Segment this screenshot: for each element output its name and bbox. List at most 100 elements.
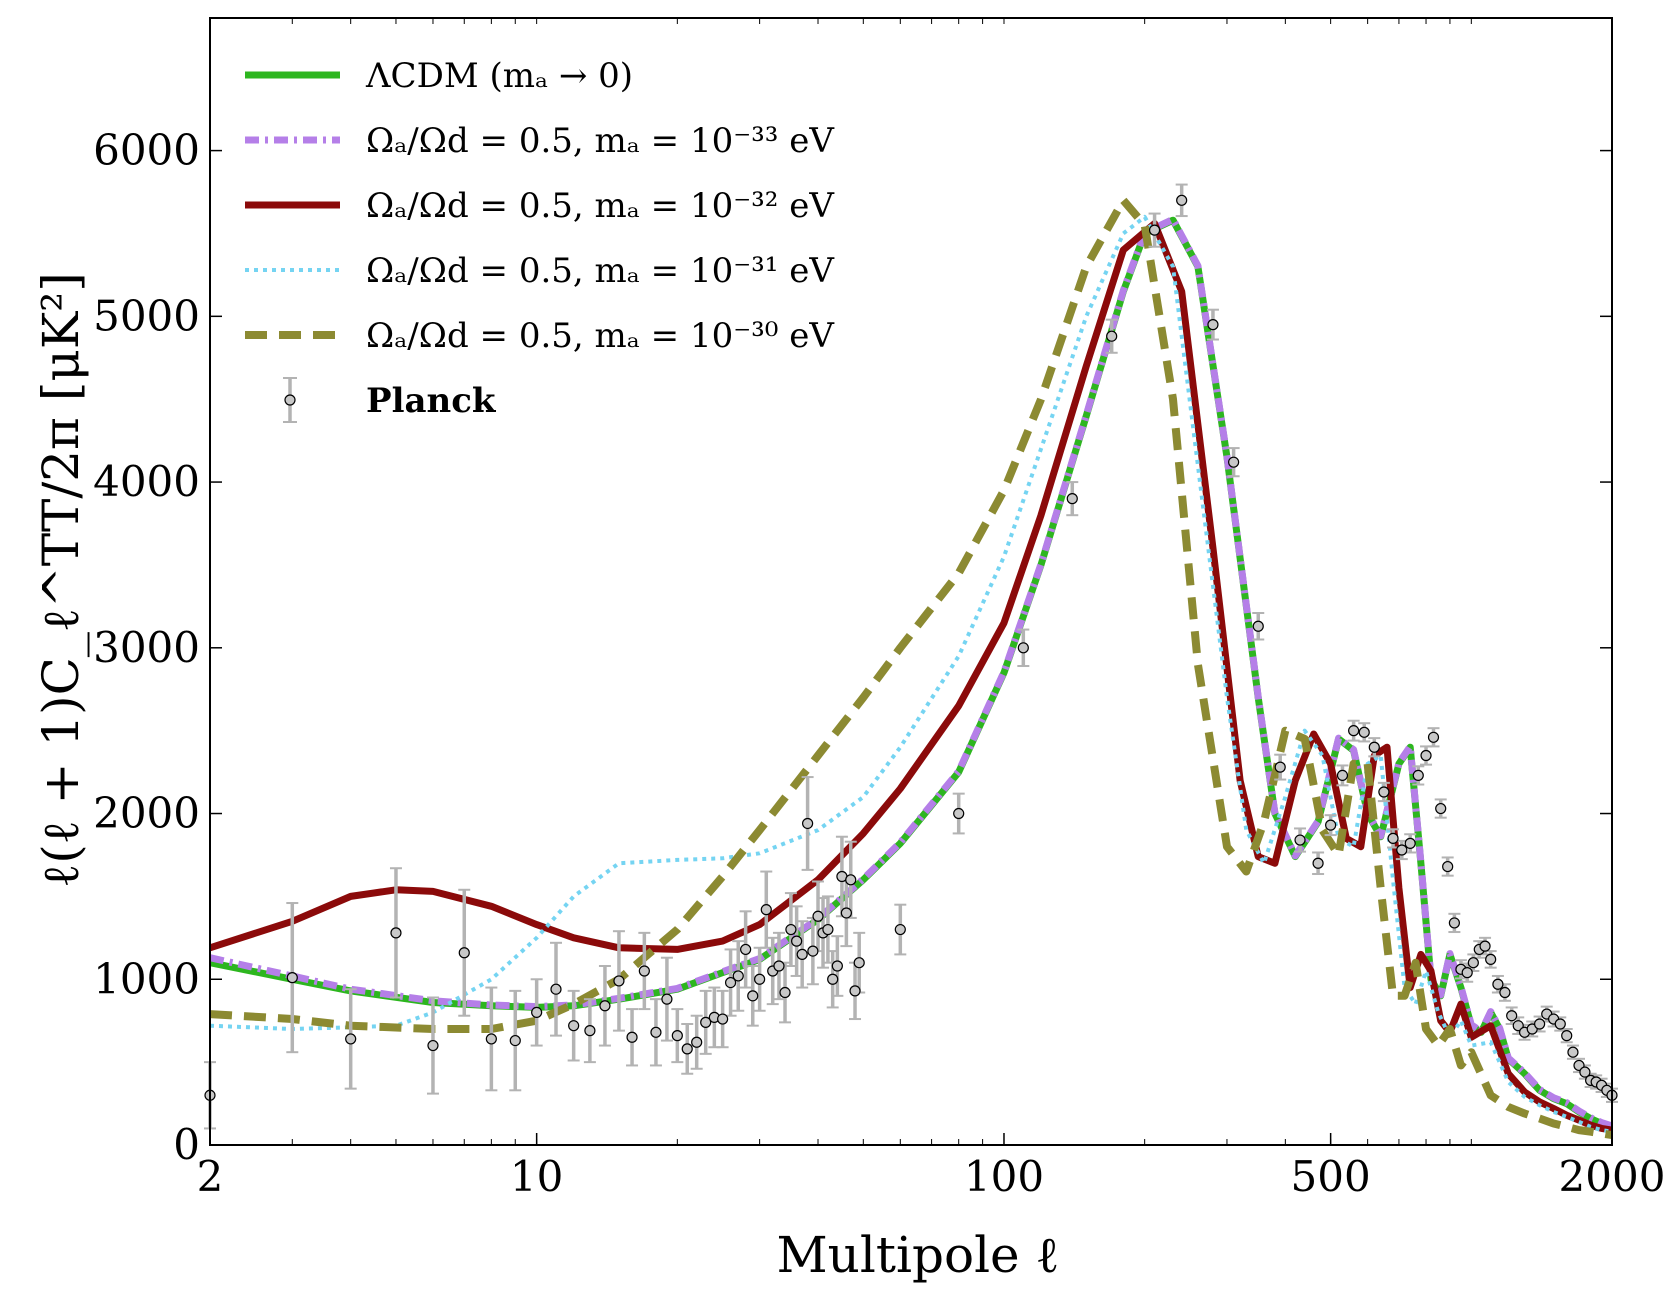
planck-marker — [1442, 860, 1454, 873]
plot-frame — [209, 17, 1613, 1146]
planck-marker — [822, 923, 834, 936]
legend-label: Planck — [366, 381, 497, 421]
planck-marker — [1017, 642, 1029, 654]
planck-marker — [286, 972, 298, 984]
planck-marker — [845, 874, 857, 886]
planck-marker — [1435, 802, 1447, 815]
legend-entry: Ωₐ/Ωd = 0.5, mₐ = 10⁻³⁰ eV — [245, 316, 835, 356]
planck-marker — [1534, 1018, 1546, 1030]
planck-marker — [1512, 1020, 1524, 1032]
series-line-4 — [209, 196, 1613, 1140]
planck-marker — [747, 990, 759, 1002]
legend-swatch-marker — [284, 394, 296, 406]
y-axis-title: ℓ(ℓ + 1)C_ℓ^TT/2π [μK²] — [32, 272, 90, 887]
planck-marker — [760, 904, 772, 916]
planck-marker — [754, 973, 766, 985]
legend-entry: Planck — [283, 377, 497, 423]
legend-label: Ωₐ/Ωd = 0.5, mₐ = 10⁻³⁰ eV — [366, 316, 835, 356]
planck-marker — [796, 948, 808, 961]
planck-marker — [458, 947, 470, 959]
planck-marker — [1467, 957, 1479, 969]
planck-marker — [717, 1013, 729, 1025]
planck-marker — [485, 1033, 497, 1045]
planck-marker — [531, 1006, 543, 1019]
legend-label: Ωₐ/Ωd = 0.5, mₐ = 10⁻³³ eV — [366, 121, 835, 161]
planck-marker — [671, 1030, 683, 1042]
planck-marker — [650, 1026, 662, 1038]
x-tick-label: 10 — [510, 1152, 563, 1201]
legend-label: ΛCDM (mₐ → 0) — [365, 56, 633, 96]
planck-marker — [1420, 749, 1432, 762]
planck-marker — [1106, 330, 1118, 342]
planck-marker — [853, 957, 865, 969]
y-tick-label: 3000 — [93, 623, 200, 672]
planck-marker — [1228, 456, 1240, 468]
planck-marker — [1448, 917, 1460, 929]
planck-marker — [1325, 819, 1337, 831]
legend-entry: Ωₐ/Ωd = 0.5, mₐ = 10⁻³² eV — [245, 186, 835, 226]
planck-marker — [740, 943, 752, 956]
planck-marker — [1461, 967, 1473, 979]
planck-marker — [1378, 786, 1390, 798]
planck-marker — [840, 907, 852, 919]
x-tick-label: 500 — [1291, 1152, 1371, 1201]
planck-marker — [785, 923, 797, 936]
planck-marker — [1396, 844, 1408, 856]
planck-marker — [681, 1043, 693, 1055]
planck-marker — [1336, 769, 1349, 782]
planck-marker — [599, 1000, 611, 1012]
planck-marker — [732, 970, 744, 982]
planck-marker — [691, 1036, 703, 1048]
legend-entry: Ωₐ/Ωd = 0.5, mₐ = 10⁻³³ eV — [245, 121, 835, 161]
legend-entry: Ωₐ/Ωd = 0.5, mₐ = 10⁻³¹ eV — [245, 251, 835, 291]
series-line-2 — [208, 220, 1613, 1134]
planck-marker — [849, 985, 861, 997]
planck-marker — [345, 1033, 357, 1045]
planck-marker — [1554, 1018, 1566, 1030]
planck-marker — [1492, 978, 1504, 990]
x-tick-label: 100 — [964, 1152, 1044, 1201]
planck-marker — [831, 960, 843, 972]
planck-marker — [802, 817, 814, 830]
x-tick-label: 2000 — [1559, 1152, 1666, 1201]
planck-marker — [1176, 194, 1188, 206]
y-tick-label: 4000 — [93, 457, 200, 506]
planck-marker — [1485, 953, 1497, 965]
series-line-3 — [209, 214, 1613, 1134]
planck-marker — [894, 923, 906, 936]
planck-marker — [1479, 940, 1491, 952]
planck-marker — [1148, 224, 1161, 236]
tick-labels: 0 1000 2000 3000 4000 5000 6000 2 10 100 500 2000 — [93, 126, 1665, 1201]
planck-marker — [700, 1016, 712, 1028]
planck-marker — [779, 986, 791, 999]
planck-marker — [1294, 834, 1306, 846]
legend-entry: ΛCDM (mₐ → 0) — [245, 56, 633, 96]
legend-label: Ωₐ/Ωd = 0.5, mₐ = 10⁻³¹ eV — [366, 251, 835, 291]
planck-marker — [807, 945, 819, 957]
y-tick-label: 0 — [173, 1120, 200, 1169]
series-line-1 — [209, 215, 1614, 1130]
planck-marker — [1506, 1010, 1518, 1022]
y-tick-label: 6000 — [93, 126, 200, 175]
planck-marker — [390, 927, 402, 939]
planck-marker — [1207, 319, 1219, 331]
legend: ΛCDM (mₐ → 0) Ωₐ/Ωd = 0.5, mₐ = 10⁻³³ eV Ω… — [245, 56, 835, 423]
planck-marker — [1427, 731, 1440, 743]
planck-marker — [1066, 493, 1078, 505]
x-axis-title: Multipole ℓ — [776, 1226, 1059, 1284]
planck-marker — [1358, 726, 1370, 738]
planck-marker — [1312, 857, 1324, 869]
planck-marker — [1412, 769, 1424, 782]
planck-marker — [827, 973, 839, 985]
planck-marker — [509, 1034, 521, 1047]
planck-marker — [1404, 837, 1416, 849]
planck-marker — [1499, 986, 1511, 999]
planck-marker — [1252, 620, 1264, 632]
planck-marker — [661, 993, 673, 1005]
y-tick-label: 1000 — [93, 954, 200, 1003]
x-tick-label: 2 — [197, 1152, 224, 1201]
planck-marker — [626, 1031, 638, 1043]
planck-marker — [1387, 832, 1399, 844]
